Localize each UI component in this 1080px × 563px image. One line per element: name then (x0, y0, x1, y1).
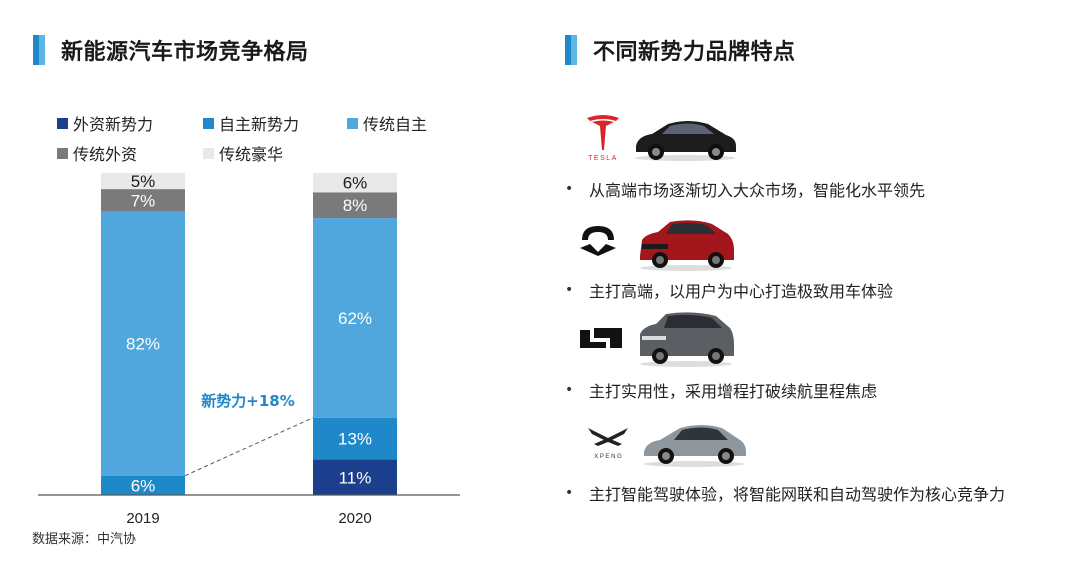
brand-desc-nio: • 主打高端，以用户为中心打造极致用车体验 (565, 278, 893, 302)
x-tick-label-2019: 2019 (126, 510, 159, 527)
new-force-growth-connector (184, 417, 314, 477)
xpeng-wordmark: X P E N G (594, 454, 622, 460)
li-suv-icon (640, 312, 734, 367)
brand-row-tesla: TESLA (578, 110, 628, 162)
data-source-note: 数据来源：中汽协 (32, 532, 137, 547)
xpeng-logo-icon: X P E N G (588, 428, 628, 460)
bar-segment-traditional-foreign-2020 (313, 192, 397, 219)
brand-row-xpeng: X P E N G (578, 424, 638, 462)
bullet-icon: • (565, 382, 574, 398)
bullet-icon: • (565, 282, 574, 298)
legend-label: 传统自主 (363, 115, 428, 134)
right-section-header: 不同新势力品牌特点 (565, 34, 796, 66)
brand-desc-text: 从高端市场逐渐切入大众市场，智能化水平领先 (589, 181, 926, 200)
data-label-traditional-foreign-2020: 8% (343, 196, 368, 215)
legend-item-traditional-luxury: 传统豪华 (203, 141, 283, 165)
right-title: 不同新势力品牌特点 (593, 40, 796, 65)
data-label-domestic-new-2020: 13% (338, 430, 372, 449)
data-label-traditional-domestic-2019: 82% (126, 335, 160, 354)
tesla-logo-icon: TESLA (587, 115, 619, 162)
brand-desc-tesla: • 从高端市场逐渐切入大众市场，智能化水平领先 (565, 177, 925, 201)
brand-desc-text: 主打实用性，采用增程打破续航里程焦虑 (589, 382, 878, 401)
legend-item-traditional-foreign: 传统外资 (57, 141, 137, 165)
data-label-foreign-new-2020: 11% (339, 468, 372, 487)
legend-item-domestic-new: 自主新势力 (203, 111, 299, 135)
nio-suv-icon (640, 220, 734, 271)
xpeng-sedan-icon (644, 425, 746, 467)
brand-desc-xpeng: • 主打智能驾驶体验，将智能网联和自动驾驶作为核心竞争力 (565, 481, 1005, 505)
legend-item-foreign-new: 外资新势力 (57, 111, 153, 135)
brand-desc-li-auto: • 主打实用性，采用增程打破续航里程焦虑 (565, 378, 877, 402)
data-label-traditional-luxury-2020: 6% (343, 174, 368, 193)
li-auto-logo-icon (580, 328, 622, 348)
legend-swatch (57, 117, 68, 129)
new-force-growth-annotation: 新势力+18% (201, 392, 294, 410)
bar-segment-traditional-luxury-2020 (313, 173, 397, 193)
bar-segment-foreign-new-2020 (313, 459, 397, 495)
title-accent-bar (565, 35, 577, 65)
data-label-traditional-foreign-2019: 7% (131, 191, 156, 210)
legend-swatch (57, 147, 68, 159)
bar-segment-traditional-foreign-2019 (101, 189, 185, 212)
left-section-header: 新能源汽车市场竞争格局 (33, 34, 309, 66)
legend-label: 外资新势力 (73, 115, 154, 134)
legend-swatch (203, 117, 214, 129)
bullet-icon: • (565, 181, 574, 197)
brand-desc-text: 主打高端，以用户为中心打造极致用车体验 (589, 282, 894, 301)
brand-row-li-auto (578, 324, 626, 352)
title-accent-bar (33, 35, 45, 65)
legend-swatch (203, 147, 214, 159)
brand-row-nio (578, 222, 618, 258)
legend-item-traditional-domestic: 传统自主 (347, 111, 427, 135)
tesla-car-icon (635, 121, 736, 161)
nio-logo-icon (580, 226, 616, 256)
bar-segment-domestic-new-2020 (313, 417, 397, 460)
bar-segment-domestic-new-2019 (101, 475, 185, 495)
legend-label: 传统外资 (73, 145, 138, 164)
stacked-bar-chart: 6% 82% 7%5% 2019 11% 13% 62% 8% 6% 2020 新势力+18% (38, 172, 460, 527)
bar-segment-traditional-domestic-2020 (313, 218, 397, 418)
brand-desc-text: 主打智能驾驶体验，将智能网联和自动驾驶作为核心竞争力 (589, 485, 1006, 504)
bullet-icon: • (565, 485, 574, 501)
bar-segment-traditional-luxury-2019 (101, 173, 185, 190)
x-tick-label-2020: 2020 (338, 510, 371, 527)
tesla-wordmark: TESLA (588, 155, 618, 162)
legend-swatch (347, 117, 358, 129)
data-label-domestic-new-2019: 6% (131, 476, 156, 495)
legend-label: 传统豪华 (219, 145, 284, 164)
data-label-traditional-luxury-2019: 5% (131, 172, 156, 191)
legend-label: 自主新势力 (219, 115, 300, 134)
bar-segment-traditional-domestic-2019 (101, 211, 185, 476)
left-title: 新能源汽车市场竞争格局 (61, 40, 309, 65)
data-label-traditional-domestic-2020: 62% (338, 309, 372, 328)
